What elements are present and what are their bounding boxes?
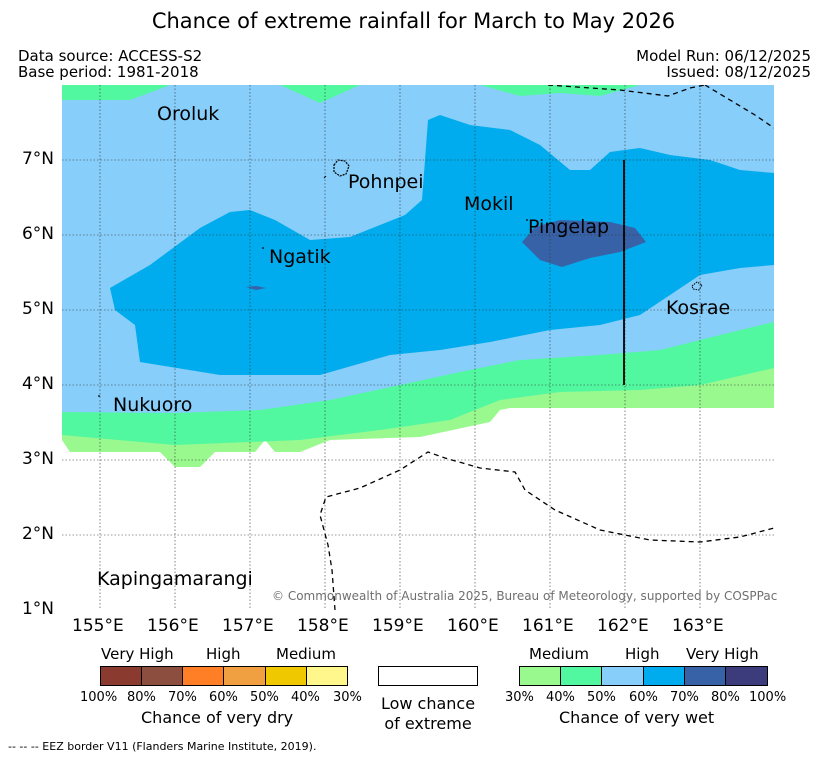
lat-label-5n: 5°N	[21, 299, 54, 319]
dry-pct-80: 80%	[127, 690, 156, 705]
place-mokil: Mokil	[464, 193, 514, 215]
place-nukuoro: Nukuoro	[113, 394, 193, 416]
dry-pct-70: 70%	[168, 690, 197, 705]
lat-label-6n: 6°N	[21, 224, 54, 244]
wet-70-80-patch	[246, 286, 266, 290]
lat-label-4n: 4°N	[21, 374, 54, 394]
grid-lines	[62, 85, 774, 610]
lat-label-7n: 7°N	[21, 149, 54, 169]
eez-borders	[319, 85, 774, 610]
dry-pct-100: 100%	[80, 690, 118, 705]
dry-swatch-40-50	[265, 666, 307, 686]
dry-swatch-60-70	[182, 666, 224, 686]
wet-caption: Chance of very wet	[559, 708, 715, 727]
wet-70-80-zone	[522, 220, 646, 267]
lon-label-156e: 156°E	[147, 616, 199, 636]
wet-swatch-50-60	[601, 666, 644, 686]
map-title: Chance of extreme rainfall for March to …	[151, 9, 676, 33]
issued-date: Issued: 08/12/2025	[666, 63, 811, 81]
dry-category-high: High	[206, 645, 241, 663]
place-kosrae: Kosrae	[666, 297, 731, 319]
dry-caption: Chance of very dry	[141, 708, 294, 727]
dry-pct-60: 60%	[209, 690, 238, 705]
copyright-notice: © Commonwealth of Australia 2025, Bureau…	[272, 589, 778, 603]
place-kapingamarangi: Kapingamarangi	[97, 568, 253, 590]
wet-swatch-70-80	[684, 666, 726, 686]
place-oroluk: Oroluk	[157, 103, 220, 125]
wet-pct-80: 80%	[711, 690, 740, 705]
low-chance-caption-1: Low chance	[380, 694, 476, 713]
wet-category-high: High	[625, 645, 660, 663]
low-chance-swatch	[378, 666, 478, 686]
dry-category-very-high: Very High	[101, 645, 174, 663]
wet-pct-40: 40%	[546, 690, 575, 705]
wet-pct-60: 60%	[629, 690, 658, 705]
pingelap-atoll	[526, 219, 528, 221]
nukuoro-atoll	[98, 395, 100, 397]
wet-category-medium: Medium	[529, 645, 589, 663]
lon-label-162e: 162°E	[597, 616, 649, 636]
eez-border-note: -- -- -- EEZ border V11 (Flanders Marine…	[8, 740, 317, 753]
dry-swatch-50-60	[223, 666, 266, 686]
pohnpei-island	[333, 159, 350, 177]
place-ngatik: Ngatik	[269, 246, 331, 268]
place-pohnpei: Pohnpei	[348, 171, 424, 193]
lat-label-3n: 3°N	[21, 449, 54, 469]
lat-label-2n: 2°N	[21, 524, 54, 544]
lon-label-157e: 157°E	[222, 616, 274, 636]
low-chance-caption-2: of extreme	[384, 714, 472, 733]
wet-pct-50: 50%	[587, 690, 616, 705]
place-pingelap: Pingelap	[528, 216, 610, 238]
wet-swatch-30-40	[519, 666, 561, 686]
wet-pct-70: 70%	[670, 690, 699, 705]
dry-category-medium: Medium	[276, 645, 336, 663]
lon-label-158e: 158°E	[297, 616, 349, 636]
data-source: Data source: ACCESS-S2	[18, 47, 203, 65]
lat-label-1n: 1°N	[21, 599, 54, 619]
dry-pct-50: 50%	[250, 690, 279, 705]
lon-label-161e: 161°E	[522, 616, 574, 636]
wet-category-very-high: Very High	[686, 645, 759, 663]
model-run: Model Run: 06/12/2025	[636, 47, 811, 65]
dry-pct-40: 40%	[291, 690, 320, 705]
dry-swatch-30-40	[306, 666, 348, 686]
wet-swatch-80-100	[725, 666, 768, 686]
dry-swatch-80-100	[100, 666, 142, 686]
lon-label-155e: 155°E	[72, 616, 124, 636]
ngatik-atoll	[262, 247, 264, 249]
wet-pct-100: 100%	[749, 690, 787, 705]
lon-label-159e: 159°E	[372, 616, 424, 636]
wet-swatch-60-70	[643, 666, 685, 686]
dry-swatch-70-80	[141, 666, 183, 686]
lon-label-160e: 160°E	[447, 616, 499, 636]
lon-label-163e: 163°E	[672, 616, 724, 636]
kosrae-island	[691, 281, 703, 291]
wet-swatch-40-50	[560, 666, 602, 686]
wet-pct-30: 30%	[505, 690, 534, 705]
base-period: Base period: 1981-2018	[18, 63, 199, 81]
dry-pct-30: 30%	[333, 690, 362, 705]
